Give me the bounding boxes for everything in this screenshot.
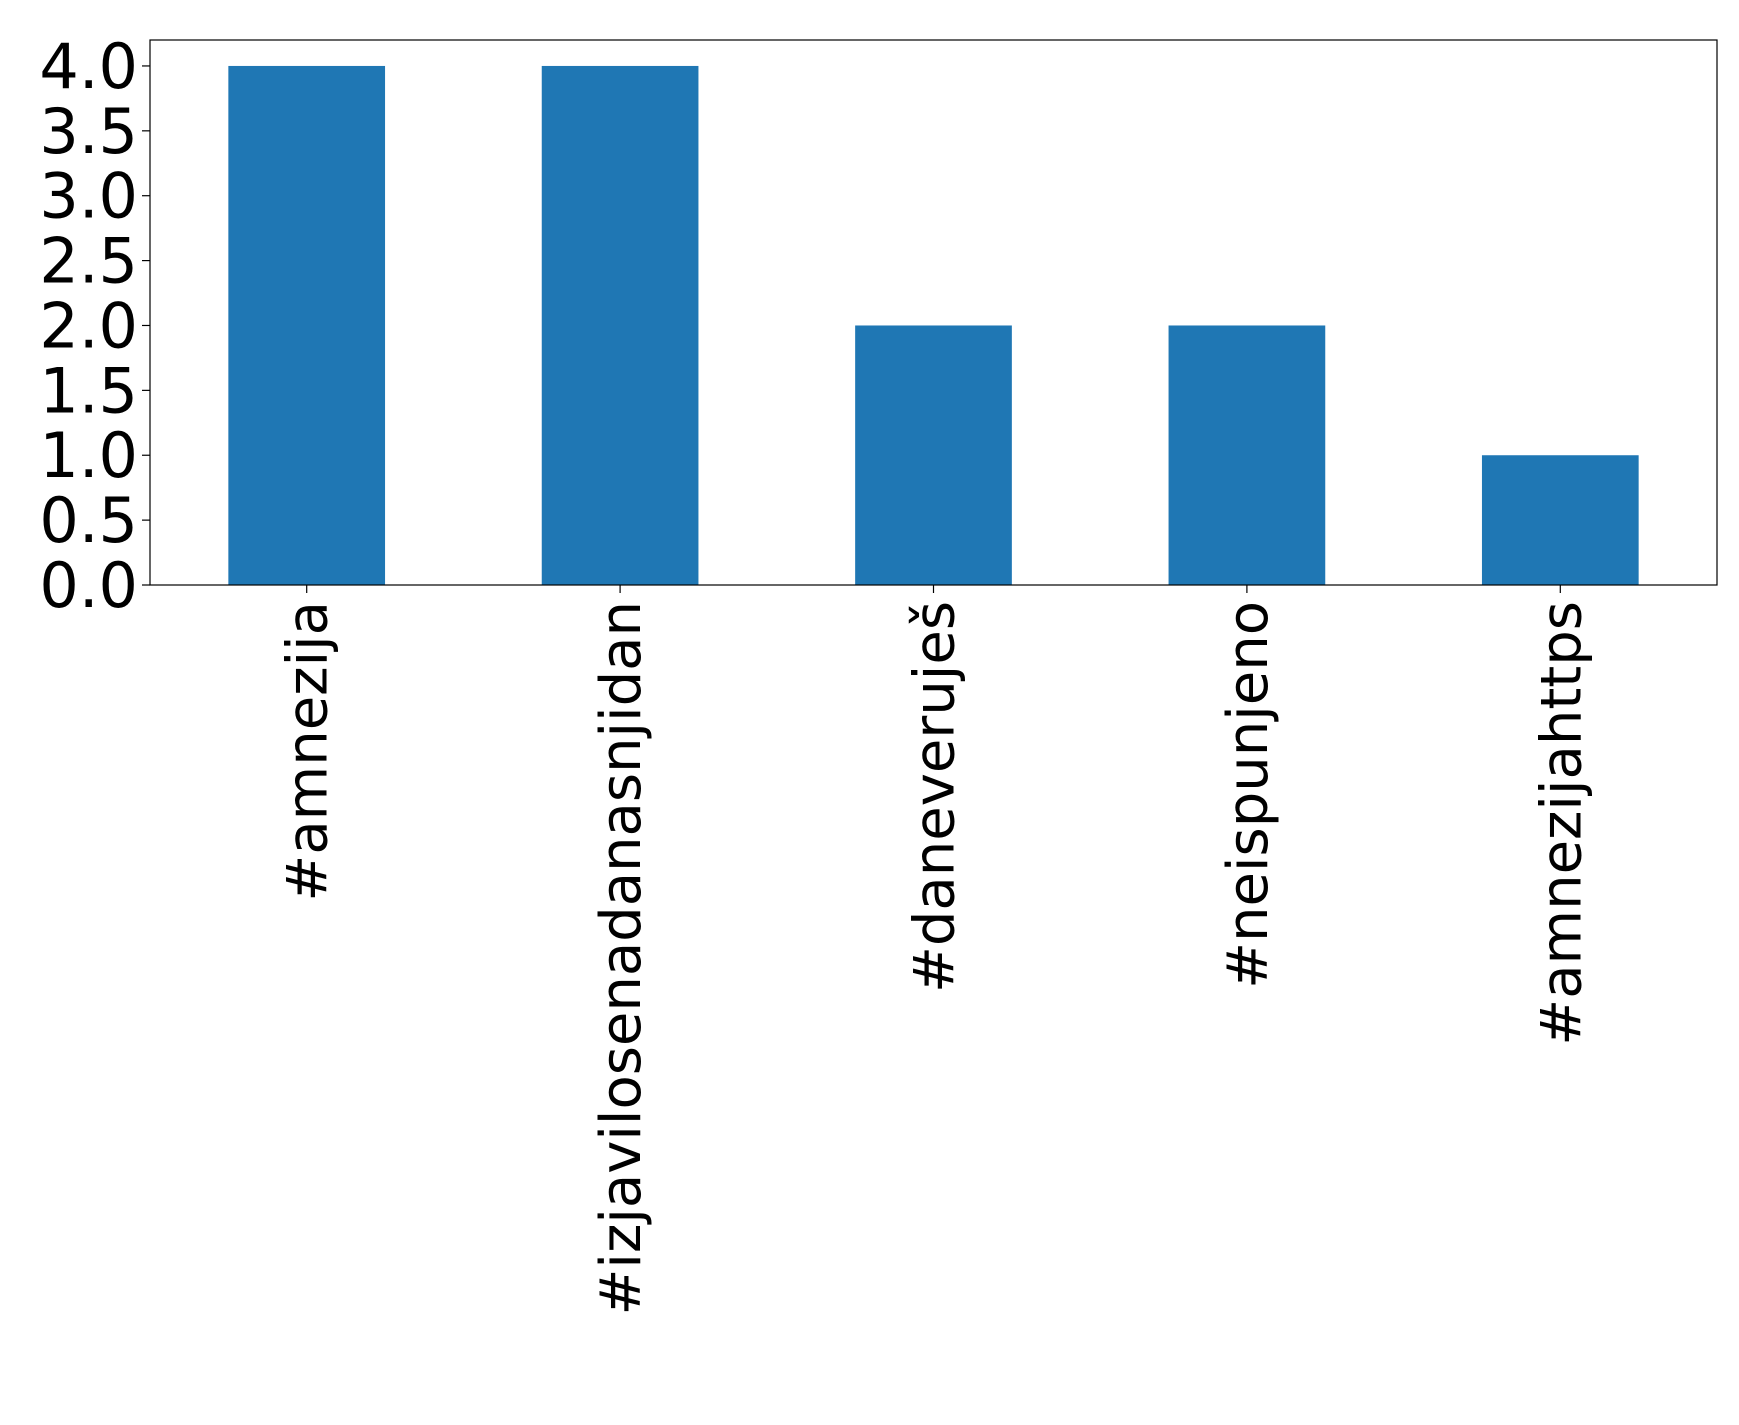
bar bbox=[541, 65, 699, 585]
bar bbox=[855, 325, 1012, 585]
y-tick-label: 2.0 bbox=[39, 289, 138, 362]
y-tick-label: 0.5 bbox=[39, 484, 138, 557]
x-tick-label: #amnezija bbox=[276, 601, 341, 902]
plot-frame bbox=[149, 39, 1718, 586]
y-tick-label: 0.0 bbox=[39, 549, 138, 622]
y-tick-label: 3.5 bbox=[39, 95, 138, 168]
x-tick-label: #daneveruješ bbox=[903, 601, 968, 993]
y-tick-label: 1.0 bbox=[39, 419, 138, 492]
y-tick-label: 3.0 bbox=[39, 160, 138, 233]
bar bbox=[1481, 455, 1639, 585]
x-tick-label: #izjavilosenadanasnjidan bbox=[589, 601, 654, 1316]
y-tick-label: 2.5 bbox=[39, 225, 138, 298]
bar bbox=[228, 65, 386, 585]
y-tick-label: 1.5 bbox=[39, 354, 138, 427]
y-tick-label: 4.0 bbox=[39, 30, 138, 103]
x-tick-label: #neispunjeno bbox=[1216, 601, 1281, 989]
bar bbox=[1168, 325, 1326, 585]
x-tick-label: #amnezijahttps bbox=[1529, 601, 1594, 1046]
